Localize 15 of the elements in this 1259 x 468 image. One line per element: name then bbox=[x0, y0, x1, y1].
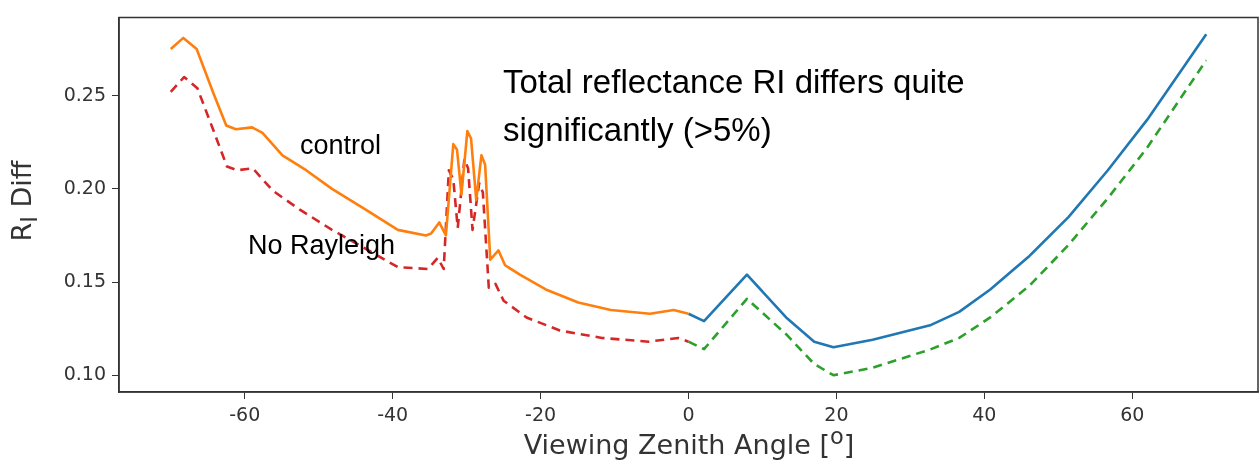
series-label: control bbox=[300, 130, 382, 161]
x-tick-label: 0 bbox=[682, 403, 695, 426]
x-tick-label: 40 bbox=[972, 403, 997, 426]
x-axis-title: Viewing Zenith Angle [$^{o}$] bbox=[523, 423, 855, 460]
x-tick-label: 20 bbox=[824, 403, 849, 426]
x-tick-label: 60 bbox=[1120, 403, 1145, 426]
y-tick-label: 0.25 bbox=[63, 82, 106, 105]
x-tick-label: -60 bbox=[229, 403, 261, 426]
y-tick-label: 0.10 bbox=[63, 362, 106, 385]
x-tick-label: -20 bbox=[525, 403, 557, 426]
x-tick-label: -40 bbox=[377, 403, 409, 426]
y-tick-label: 0.15 bbox=[63, 268, 106, 291]
series-label: No Rayleigh bbox=[248, 230, 396, 261]
y-tick-label: 0.20 bbox=[63, 175, 106, 198]
annotation: Total reflectance RI differs quite significantly (>5%) bbox=[503, 62, 966, 150]
